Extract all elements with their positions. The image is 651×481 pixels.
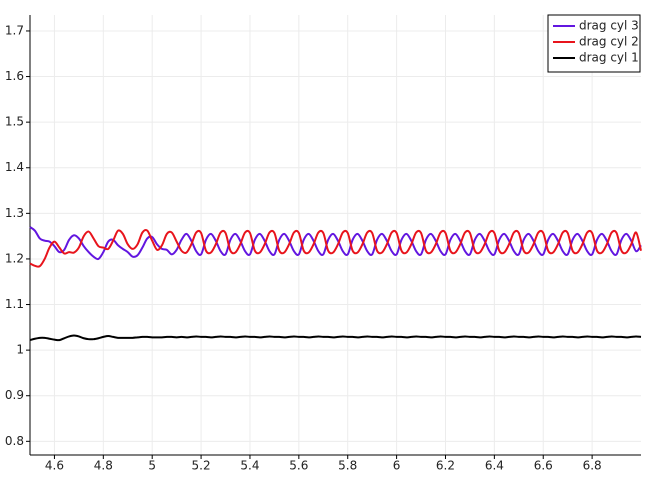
x-tick-label: 6 — [393, 459, 401, 473]
x-tick-label: 5.8 — [338, 459, 357, 473]
y-tick-label: 0.9 — [5, 388, 24, 402]
x-tick-label: 5.6 — [289, 459, 308, 473]
x-tick-label: 5.4 — [240, 459, 259, 473]
legend-label: drag cyl 3 — [579, 19, 639, 33]
series-line — [29, 334, 642, 342]
y-tick-label: 1.3 — [5, 206, 24, 220]
x-tick-label: 6.8 — [583, 459, 602, 473]
x-tick-label: 6.2 — [436, 459, 455, 473]
y-tick-label: 1.6 — [5, 69, 24, 83]
y-tick-label: 1.2 — [5, 251, 24, 265]
y-tick-label: 1 — [16, 343, 24, 357]
x-tick-label: 4.8 — [94, 459, 113, 473]
x-tick-label: 6.6 — [534, 459, 553, 473]
series-line — [29, 229, 642, 268]
x-tick-label: 5.2 — [192, 459, 211, 473]
series-line — [29, 226, 642, 261]
x-tick-label: 6.4 — [485, 459, 504, 473]
legend-box — [547, 14, 641, 73]
legend-label: drag cyl 2 — [579, 35, 639, 49]
x-tick-label: 5 — [148, 459, 156, 473]
x-tick-label: 4.6 — [45, 459, 64, 473]
y-tick-label: 1.5 — [5, 115, 24, 129]
y-tick-label: 0.8 — [5, 434, 24, 448]
y-tick-label: 1.1 — [5, 297, 24, 311]
y-tick-label: 1.7 — [5, 23, 24, 37]
y-tick-label: 1.4 — [5, 160, 24, 174]
legend-label: drag cyl 1 — [579, 51, 639, 65]
